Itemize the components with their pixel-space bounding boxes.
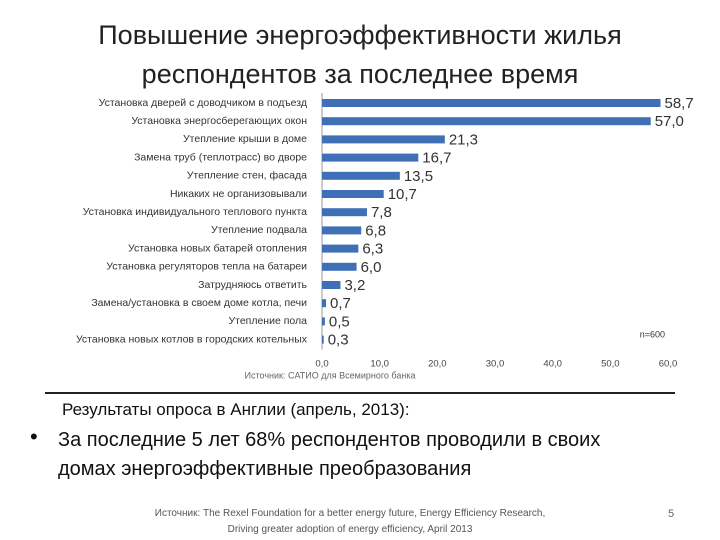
y-tick-label: Установка новых батарей отопления xyxy=(128,242,307,254)
value-label: 16,7 xyxy=(422,150,451,167)
bar xyxy=(322,99,661,107)
value-label: 10,7 xyxy=(388,186,417,203)
value-label: 0,7 xyxy=(330,295,351,312)
bar xyxy=(322,281,341,289)
y-tick-label: Установка новых котлов в городских котел… xyxy=(76,333,308,345)
value-label: 13,5 xyxy=(404,168,433,185)
value-label: 57,0 xyxy=(655,113,684,130)
footer-source: Источник: The Rexel Foundation for a bet… xyxy=(154,508,546,535)
chart-source: Источник: CATИO для Всемирного банка xyxy=(245,370,416,380)
value-label: 21,3 xyxy=(449,131,478,148)
bar xyxy=(322,135,445,144)
y-tick-label: Установка дверей с доводчиком в подъезд xyxy=(99,97,307,109)
subheading: Результаты опроса в Англии (апрель, 2013… xyxy=(62,400,410,419)
value-label: 0,3 xyxy=(328,332,349,349)
x-tick-label: 20,0 xyxy=(428,359,447,370)
value-label: 7,8 xyxy=(371,204,392,221)
y-tick-label: Утепление крыши в доме xyxy=(183,133,307,145)
bar xyxy=(322,117,651,126)
value-label: 3,2 xyxy=(344,277,365,294)
bar xyxy=(322,190,384,198)
value-label: 6,0 xyxy=(361,259,382,276)
y-tick-label: Замена труб (теплотрасс) во дворе xyxy=(134,151,307,163)
value-label: 0,5 xyxy=(329,313,350,330)
y-tick-label: Никаких не организовывали xyxy=(170,188,307,200)
bullet-text: За последние 5 лет 68% респондентов пров… xyxy=(58,429,601,480)
x-tick-label: 50,0 xyxy=(601,359,620,370)
chart-title: Повышение энергоэффективности жилья респ… xyxy=(98,20,622,89)
y-tick-label: Утепление пола xyxy=(228,315,307,327)
y-tick-label: Установка регуляторов тепла на батареи xyxy=(106,261,307,273)
x-tick-label: 60,0 xyxy=(659,359,678,370)
bar xyxy=(322,171,400,180)
bar xyxy=(322,262,357,271)
bar xyxy=(322,244,359,253)
value-label: 6,8 xyxy=(365,222,386,239)
bar xyxy=(322,335,324,344)
bullet-dot: • xyxy=(30,424,38,449)
bar xyxy=(322,299,327,308)
y-tick-label: Утепление подвала xyxy=(211,224,307,236)
y-tick-label: Установка индивидуального теплового пунк… xyxy=(83,206,307,218)
page-number: 5 xyxy=(668,508,675,520)
y-tick-label: Утепление стен, фасада xyxy=(187,170,307,182)
bar xyxy=(322,317,325,326)
annotation: n=600 xyxy=(640,329,665,339)
x-tick-label: 10,0 xyxy=(370,359,389,370)
x-tick-label: 0,0 xyxy=(315,359,328,370)
value-label: 58,7 xyxy=(665,95,694,112)
y-tick-label: Установка энергосберегающих окон xyxy=(131,115,307,127)
y-tick-label: Замена/установка в своем доме котла, печ… xyxy=(91,297,307,309)
bar xyxy=(322,153,419,162)
x-tick-label: 40,0 xyxy=(543,359,562,370)
y-tick-label: Затрудняюсь ответить xyxy=(198,279,307,291)
chart: n=600 Источник: CATИO для Всемирного бан… xyxy=(45,93,694,394)
value-label: 6,3 xyxy=(362,241,383,258)
bar xyxy=(322,226,362,235)
x-tick-label: 30,0 xyxy=(486,359,505,370)
bar xyxy=(322,208,367,217)
